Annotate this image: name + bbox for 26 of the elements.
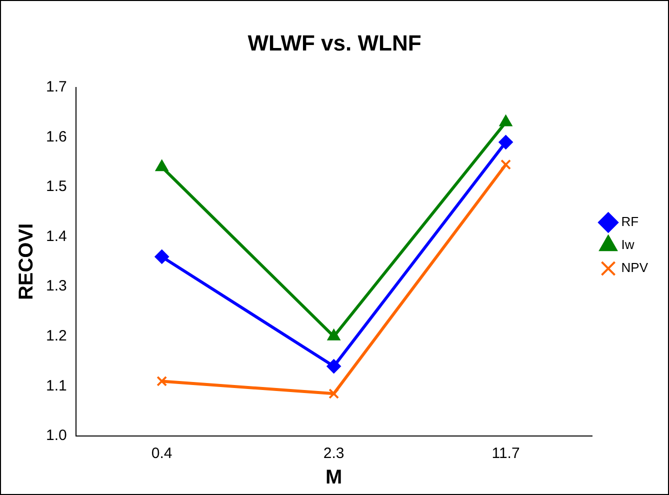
- chart-title: WLWF vs. WLNF: [248, 30, 422, 56]
- y-axis-title: RECOVI: [16, 223, 38, 300]
- y-tick-label: 1.3: [46, 278, 67, 295]
- y-tick-label: 1.1: [46, 377, 67, 394]
- point: [498, 135, 513, 150]
- y-tick-label: 1.0: [46, 427, 67, 444]
- legend-label: RF: [621, 214, 639, 230]
- point: [154, 250, 169, 264]
- y-tick-label: 1.2: [46, 328, 67, 345]
- point: [156, 160, 168, 172]
- legend-label: Iw: [621, 237, 635, 252]
- point: [328, 388, 340, 399]
- point: [500, 159, 512, 170]
- x-tick-label: 0.4: [151, 445, 172, 462]
- legend-label: NPV: [621, 260, 648, 276]
- point: [326, 359, 341, 374]
- point: [328, 329, 340, 340]
- y-tick-label: 1.6: [46, 128, 67, 146]
- y-tick-label: 1.5: [46, 178, 67, 196]
- x-tick-label: 11.7: [492, 445, 520, 462]
- x-axis-title: M: [325, 466, 342, 489]
- x-tick-label: 2.3: [323, 445, 344, 462]
- point: [156, 376, 168, 386]
- y-tick-label: 1.7: [46, 78, 67, 96]
- y-tick-label: 1.4: [46, 228, 67, 245]
- point: [500, 115, 512, 126]
